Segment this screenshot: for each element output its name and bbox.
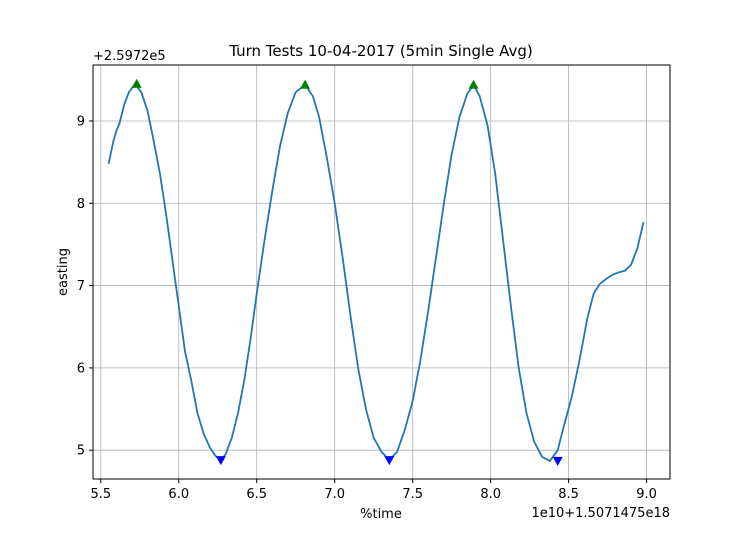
y-tick-label: 5	[77, 444, 85, 459]
tick-layer: 5.5 6.0 6.5 7.0 7.5 8.0 8.5 9.0 5 6 7 8 9	[77, 114, 657, 502]
peak-marker	[300, 79, 311, 89]
marker-layer	[131, 78, 563, 466]
series-layer	[107, 83, 645, 462]
plot-frame	[92, 64, 671, 480]
y-axis-title: easting	[56, 248, 71, 296]
peak-marker	[468, 79, 479, 89]
y-tick-label: 7	[77, 279, 85, 294]
x-tick-label: 9.0	[636, 487, 657, 502]
trough-marker	[384, 456, 395, 466]
x-axis-title: %time	[360, 507, 402, 522]
trough-marker	[552, 456, 563, 466]
trough-marker	[215, 456, 226, 466]
x-tick-label: 8.0	[480, 487, 501, 502]
x-tick-label: 5.5	[90, 487, 111, 502]
y-tick-label: 6	[77, 361, 85, 376]
y-offset-label: +2.5972e5	[93, 49, 166, 64]
x-tick-label: 8.5	[558, 487, 579, 502]
x-tick-label: 7.5	[402, 487, 423, 502]
x-offset-label: 1e10+1.5071475e18	[531, 506, 670, 521]
x-tick-label: 7.0	[324, 487, 345, 502]
y-tick-label: 8	[77, 197, 85, 212]
x-tick-label: 6.0	[168, 487, 189, 502]
easting-line	[107, 83, 645, 462]
x-tick-label: 6.5	[246, 487, 267, 502]
y-tick-label: 9	[77, 114, 85, 129]
chart-title: Turn Tests 10-04-2017 (5min Single Avg)	[228, 42, 533, 60]
peak-marker	[131, 78, 142, 88]
